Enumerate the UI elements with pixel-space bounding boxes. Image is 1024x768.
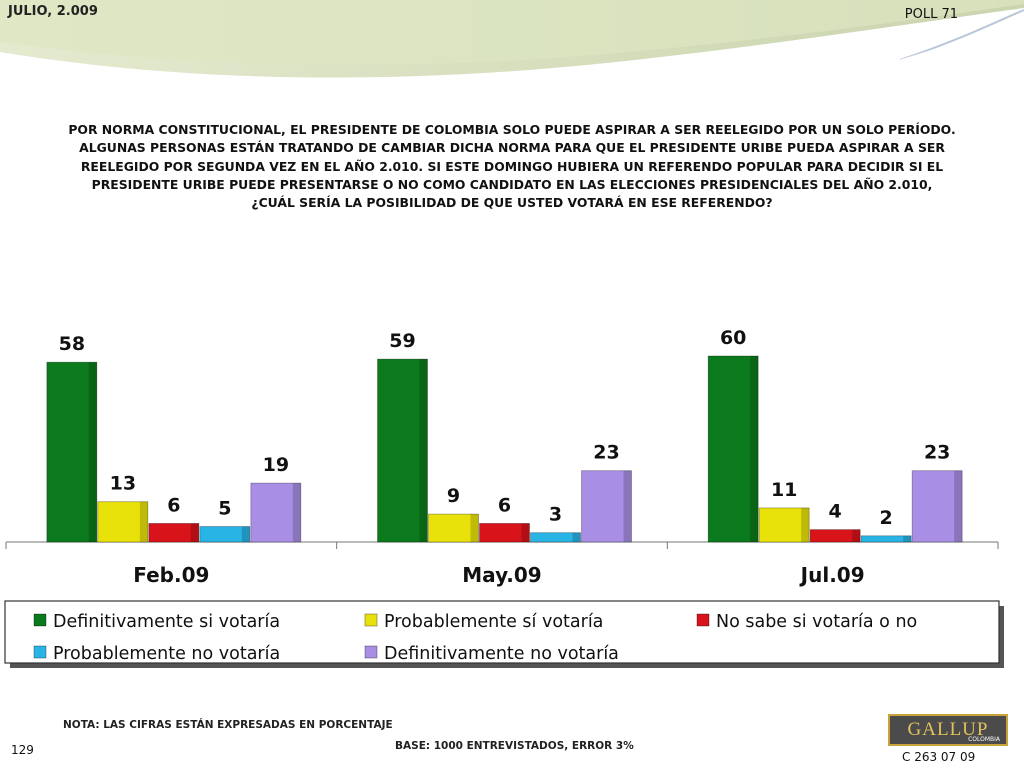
bar <box>250 482 302 543</box>
logo-name: GALLUP <box>907 719 989 740</box>
bar <box>479 523 530 543</box>
bar <box>46 361 98 543</box>
question-text: POR NORMA CONSTITUCIONAL, EL PRESIDENTE … <box>20 121 1004 212</box>
bar-value-label: 11 <box>771 479 797 501</box>
question-line-1: POR NORMA CONSTITUCIONAL, EL PRESIDENTE … <box>68 122 956 137</box>
bar <box>199 526 251 543</box>
bar-value-label: 9 <box>447 485 460 507</box>
bar-shade <box>852 529 861 542</box>
legend-swatch <box>364 645 378 659</box>
bar-shade <box>521 523 530 542</box>
legend-label: Probablemente no votaría <box>53 644 280 664</box>
chart-legend: Definitivamente si votaría Probablemente … <box>4 600 1004 668</box>
bar-shade <box>470 514 479 542</box>
bar-value-label: 3 <box>549 504 562 526</box>
bar-value-label: 19 <box>263 454 289 476</box>
date-label: JULIO, 2.009 <box>8 4 98 19</box>
bar-shade <box>419 359 428 542</box>
bar <box>97 501 149 543</box>
legend-label: Definitivamente no votaría <box>384 644 619 664</box>
legend-swatch <box>33 645 47 659</box>
bar <box>911 470 963 543</box>
slide-code: C 263 07 09 <box>902 750 976 764</box>
bar <box>809 529 861 543</box>
bar <box>860 535 912 543</box>
legend-swatch <box>33 613 47 627</box>
question-line-2: ALGUNAS PERSONAS ESTÁN TRATANDO DE CAMBI… <box>79 140 945 156</box>
bar-shade <box>623 470 632 542</box>
x-tick-label: May.09 <box>462 563 541 587</box>
bar <box>530 532 581 543</box>
legend-label: No sabe si votaría o no <box>716 612 917 632</box>
bar-value-label: 60 <box>720 327 746 349</box>
bar-shade <box>292 483 301 542</box>
note-text: NOTA: LAS CIFRAS ESTÁN EXPRESADAS EN POR… <box>63 719 393 731</box>
x-tick-label: Jul.09 <box>799 563 865 587</box>
bar-value-label: 2 <box>880 507 893 529</box>
x-tick-label: Feb.09 <box>133 563 209 587</box>
bar-value-label: 13 <box>110 473 136 495</box>
bar-shade <box>750 356 759 542</box>
legend-label: Probablemente sí votaría <box>384 612 603 632</box>
bar-shade <box>139 501 148 542</box>
bar <box>148 523 200 543</box>
question-line-4: PRESIDENTE URIBE PUEDE PRESENTARSE O NO … <box>91 176 933 192</box>
legend-box <box>4 600 1000 664</box>
logo-subtitle: COLOMBIA <box>968 736 1000 743</box>
base-text: BASE: 1000 ENTREVISTADOS, ERROR 3% <box>395 740 634 752</box>
legend-swatch <box>696 613 710 627</box>
question-line-5: ¿CUÁL SERÍA LA POSIBILIDAD DE QUE USTED … <box>251 195 773 211</box>
bar-shade <box>190 523 199 542</box>
bar <box>581 470 632 543</box>
bar <box>377 358 428 543</box>
bar-shade <box>572 532 581 542</box>
gallup-logo: GALLUP COLOMBIA <box>888 714 1008 746</box>
bar <box>758 507 810 543</box>
bar-value-label: 23 <box>924 442 950 464</box>
question-line-3: REELEGIDO POR SEGUNDA VEZ EN EL AÑO 2.01… <box>80 158 944 174</box>
bar <box>428 513 479 543</box>
poll-label: POLL 71 <box>904 7 958 22</box>
bar-value-label: 58 <box>59 333 85 355</box>
bar-chart: 58 13 6 5 19 Feb.09 59 9 6 3 23 May.09 60 11 4 2 23 Jul.0… <box>5 327 999 587</box>
bar-value-label: 6 <box>498 494 511 516</box>
legend-label: Definitivamente si votaría <box>53 612 280 632</box>
legend-swatch <box>364 613 378 627</box>
page-number: 129 <box>11 743 34 757</box>
bar-shade <box>241 526 250 542</box>
bar-shade <box>88 362 97 542</box>
bar <box>707 355 759 543</box>
bar-shade <box>801 507 810 542</box>
bar-value-label: 59 <box>389 330 415 352</box>
bar-value-label: 5 <box>218 498 231 520</box>
bar-shade <box>903 535 912 542</box>
header-decoration <box>0 0 1024 78</box>
bar-shade <box>954 470 963 542</box>
bar-value-label: 23 <box>593 442 619 464</box>
bar-value-label: 4 <box>829 501 842 523</box>
bar-value-label: 6 <box>167 494 180 516</box>
